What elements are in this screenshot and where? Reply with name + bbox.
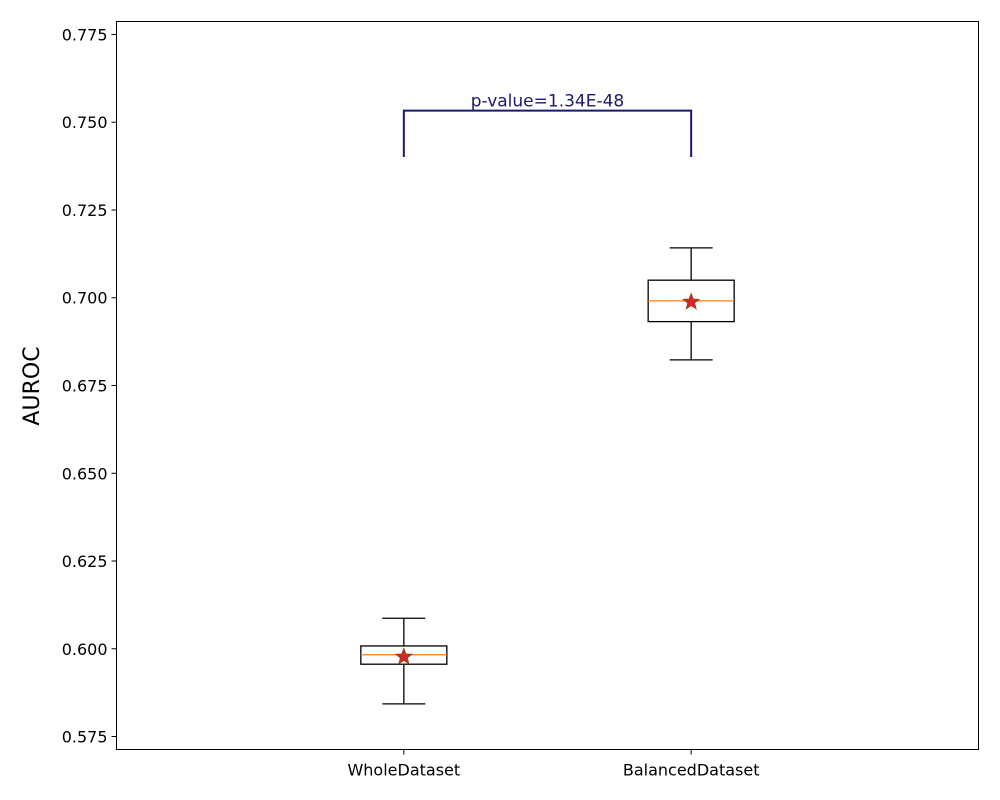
y-tick-label: 0.700 <box>62 289 108 308</box>
plot-area-frame <box>116 21 979 750</box>
y-axis: 0.575 0.600 0.625 0.650 0.675 0.700 0.725 0.750… <box>62 25 117 747</box>
significance-annotation: p-value=1.34E-48 <box>402 92 693 157</box>
y-tick-label: 0.600 <box>62 640 108 659</box>
mean-marker <box>394 647 413 665</box>
box-series <box>360 247 735 705</box>
y-tick-label: 0.650 <box>62 464 108 483</box>
y-tick-label: 0.575 <box>62 728 108 747</box>
significance-bracket <box>402 109 693 157</box>
box-WholeDataset <box>360 617 448 705</box>
mean-marker <box>682 292 701 310</box>
y-tick-label: 0.625 <box>62 552 108 571</box>
p-value-label: p-value=1.34E-48 <box>471 92 625 112</box>
x-tick-label: WholeDataset <box>347 761 460 780</box>
y-tick-label: 0.725 <box>62 201 108 220</box>
y-tick-label: 0.775 <box>62 25 108 44</box>
y-tick-label: 0.750 <box>62 113 108 132</box>
x-axis: WholeDataset BalancedDataset <box>347 749 760 780</box>
y-tick-label: 0.675 <box>62 377 108 396</box>
x-tick-label: BalancedDataset <box>623 761 760 780</box>
y-axis-title: AUROC <box>20 346 45 425</box>
box-BalancedDataset <box>647 247 735 361</box>
